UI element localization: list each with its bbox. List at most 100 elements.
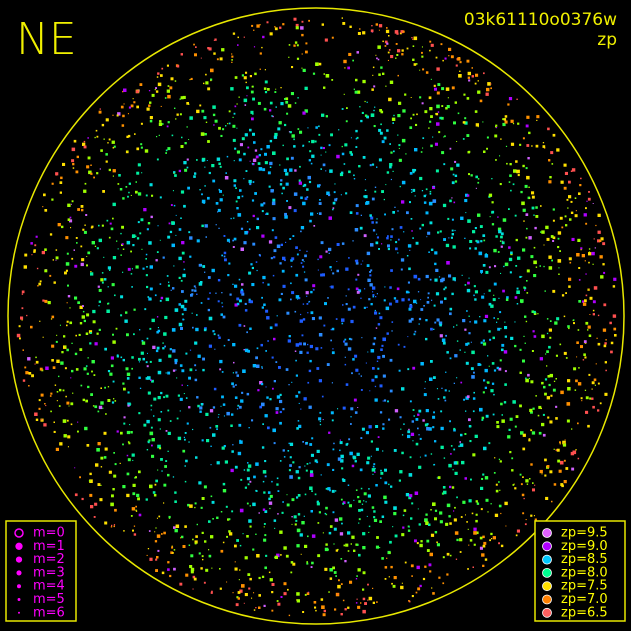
star-dot (401, 49, 404, 52)
star-dot (552, 219, 555, 222)
star-dot (482, 535, 485, 539)
star-dot (278, 366, 281, 369)
star-dot (75, 334, 77, 337)
star-dot (502, 122, 506, 127)
star-dot (169, 420, 172, 422)
star-dot (131, 367, 133, 370)
star-dot (561, 484, 564, 488)
star-dot (198, 552, 201, 555)
star-dot (340, 583, 343, 585)
star-dot (273, 249, 277, 253)
star-dot (362, 260, 364, 262)
star-dot (278, 121, 282, 125)
star-dot (429, 40, 432, 43)
star-dot (441, 105, 444, 107)
star-dot (199, 104, 202, 107)
star-dot (396, 32, 399, 35)
star-dot (464, 237, 466, 239)
star-dot (488, 266, 491, 269)
star-dot (110, 502, 114, 507)
star-dot (569, 261, 572, 264)
star-dot (35, 235, 38, 238)
star-dot (299, 342, 302, 346)
star-dot (348, 438, 351, 441)
star-dot (223, 445, 226, 448)
star-dot (189, 349, 192, 351)
star-dot (203, 328, 207, 332)
star-dot (213, 333, 216, 336)
star-dot (89, 342, 92, 345)
star-dot (180, 190, 185, 194)
star-dot (353, 549, 356, 552)
star-dot (371, 378, 375, 382)
star-dot (84, 426, 88, 431)
star-dot (528, 186, 530, 188)
star-dot (407, 336, 409, 338)
star-dot (295, 343, 300, 347)
star-dot (497, 216, 499, 218)
star-dot (87, 156, 91, 160)
star-dot (261, 402, 265, 407)
star-dot (91, 360, 95, 364)
star-dot (208, 549, 210, 551)
star-dot (570, 211, 574, 214)
star-dot (426, 549, 430, 552)
star-dot (81, 315, 85, 319)
star-dot (394, 30, 399, 34)
star-dot (344, 143, 348, 147)
star-dot (317, 554, 321, 558)
star-dot (401, 53, 404, 56)
star-dot (131, 453, 135, 457)
star-dot (130, 273, 133, 275)
star-dot (535, 206, 538, 209)
star-dot (273, 135, 278, 139)
star-dot (203, 82, 205, 85)
star-dot (418, 317, 422, 321)
star-dot (459, 61, 462, 64)
star-dot (407, 434, 411, 439)
star-dot (389, 143, 391, 145)
star-dot (116, 355, 119, 358)
star-dot (441, 87, 445, 91)
star-dot (273, 519, 277, 522)
star-dot (269, 578, 273, 582)
star-dot (430, 327, 433, 331)
star-dot (510, 336, 514, 340)
star-dot (71, 342, 73, 344)
star-dot (261, 234, 265, 238)
star-dot (97, 410, 100, 413)
star-dot (515, 160, 518, 163)
star-dot (202, 265, 206, 268)
star-dot (260, 203, 264, 207)
star-dot (246, 331, 248, 334)
star-dot (283, 456, 286, 458)
star-dot (469, 240, 473, 243)
star-dot (485, 92, 489, 96)
star-dot (387, 550, 391, 555)
star-dot (482, 264, 486, 267)
star-dot (401, 200, 405, 204)
star-dot (308, 19, 310, 22)
star-dot (568, 195, 572, 199)
star-dot (562, 443, 567, 447)
star-dot (33, 249, 36, 252)
star-dot (187, 503, 190, 507)
star-dot (96, 172, 99, 175)
star-dot (311, 534, 316, 538)
star-dot (366, 515, 368, 517)
star-dot (274, 527, 276, 529)
star-dot (420, 362, 424, 366)
star-dot (271, 356, 274, 359)
star-dot (244, 486, 247, 489)
star-dot (248, 228, 251, 231)
star-dot (221, 446, 225, 450)
star-dot (453, 382, 455, 384)
star-dot (236, 207, 239, 210)
star-dot (219, 57, 223, 61)
star-dot (159, 447, 162, 450)
star-dot (372, 587, 374, 589)
star-dot (468, 150, 471, 153)
star-dot (558, 469, 562, 473)
star-dot (448, 463, 452, 468)
star-dot (223, 415, 225, 417)
